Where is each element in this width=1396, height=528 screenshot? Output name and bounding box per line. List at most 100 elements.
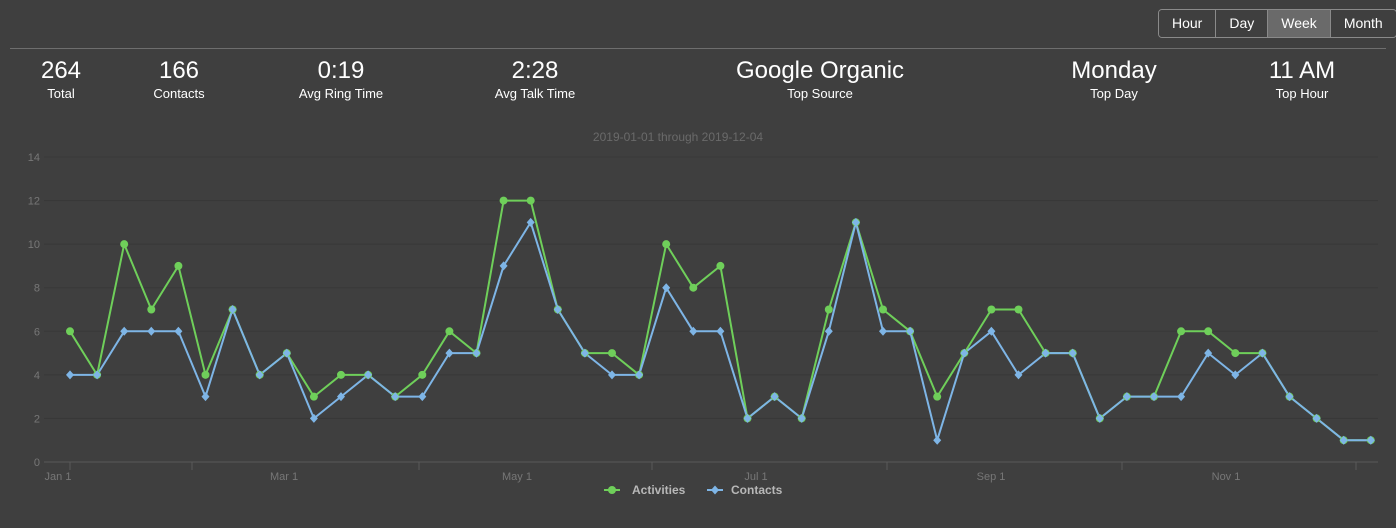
- contacts-point: [824, 326, 833, 336]
- activities-point: [1231, 349, 1240, 358]
- activities-point: [608, 349, 616, 358]
- contacts-point: [689, 326, 698, 336]
- contacts-point: [445, 348, 454, 358]
- stat-top-day: Monday Top Day: [1071, 57, 1156, 103]
- contacts-point: [662, 283, 671, 293]
- activities-point: [689, 283, 698, 292]
- contacts-point: [255, 370, 264, 380]
- contacts-point: [1122, 392, 1131, 402]
- contacts-point: [1312, 413, 1321, 423]
- activities-point: [120, 240, 129, 249]
- stat-top-day-value: Monday: [1071, 57, 1157, 84]
- y-tick-label: 10: [28, 239, 40, 251]
- y-tick-label: 4: [34, 370, 40, 382]
- contacts-point: [851, 217, 860, 227]
- contacts-point: [553, 305, 562, 314]
- stat-avg-ring-time: 0:19 Avg Ring Time: [299, 57, 383, 103]
- contacts-point: [1177, 392, 1186, 402]
- contacts-point: [770, 392, 779, 402]
- activities-point: [309, 392, 318, 401]
- activities-point: [66, 327, 74, 336]
- legend-marker-contacts: [711, 485, 719, 495]
- contacts-point: [147, 326, 156, 336]
- contacts-point: [364, 370, 373, 380]
- contacts-point: [635, 370, 644, 380]
- contacts-point: [1285, 392, 1294, 402]
- contacts-point: [960, 348, 969, 358]
- contacts-point: [1204, 348, 1213, 358]
- y-tick-label: 2: [34, 413, 40, 425]
- activities-point: [147, 305, 156, 314]
- contacts-point: [309, 413, 318, 423]
- contacts-point: [716, 326, 725, 336]
- x-tick-label: Sep 1: [977, 471, 1006, 483]
- stat-avg-talk-time-label: Avg Talk Time: [494, 86, 576, 101]
- contacts-point: [797, 413, 806, 423]
- range-day-button[interactable]: Day: [1216, 10, 1269, 37]
- contacts-point: [743, 413, 752, 423]
- range-hour-button[interactable]: Hour: [1159, 10, 1217, 37]
- stat-avg-ring-time-value: 0:19: [317, 57, 365, 84]
- legend-marker-activities: [608, 486, 616, 494]
- contacts-point: [66, 370, 74, 380]
- activities-point: [526, 196, 535, 205]
- x-tick-label: Jul 1: [744, 471, 767, 483]
- stat-top-hour-label: Top Hour: [1275, 86, 1329, 101]
- time-range-selector: Hour Day Week Month: [1158, 9, 1396, 38]
- activities-point: [418, 370, 427, 379]
- stat-contacts-label: Contacts: [153, 86, 205, 101]
- contacts-point: [93, 370, 102, 380]
- x-tick-label: Mar 1: [270, 471, 298, 483]
- x-tick-label: Jan 1: [45, 471, 72, 483]
- stat-avg-talk-time: 2:28 Avg Talk Time: [495, 57, 575, 103]
- stat-avg-talk-time-value: 2:28: [511, 57, 559, 84]
- contacts-point: [228, 305, 237, 314]
- stat-contacts: 166 Contacts: [153, 57, 204, 103]
- contacts-point: [418, 392, 427, 402]
- contacts-point: [201, 392, 210, 402]
- stat-top-day-label: Top Day: [1090, 86, 1138, 101]
- chart-subtitle: 2019-01-01 through 2019-12-04: [593, 130, 763, 144]
- contacts-point: [1068, 348, 1077, 358]
- x-tick-label: Nov 1: [1212, 471, 1241, 483]
- header-divider: [10, 48, 1386, 49]
- stat-top-source: Google Organic Top Source: [736, 57, 904, 103]
- activities-point: [933, 392, 942, 401]
- contacts-point: [1366, 435, 1375, 445]
- stat-total: 264 Total: [41, 57, 81, 103]
- stat-contacts-value: 166: [158, 57, 200, 84]
- y-tick-label: 14: [28, 152, 40, 164]
- y-tick-label: 12: [28, 196, 40, 208]
- y-tick-label: 6: [34, 326, 40, 338]
- legend-label-activities: Activities: [632, 483, 686, 497]
- contacts-point: [526, 217, 535, 227]
- stat-total-value: 264: [40, 57, 82, 84]
- contacts-point: [608, 370, 616, 380]
- activities-point: [879, 305, 887, 314]
- contacts-point: [282, 348, 291, 358]
- activities-point: [716, 261, 725, 270]
- contacts-point: [1041, 348, 1050, 358]
- y-tick-label: 8: [34, 283, 40, 295]
- contacts-point: [499, 261, 508, 271]
- contacts-point: [580, 348, 589, 358]
- contacts-point: [987, 326, 996, 336]
- contacts-point: [933, 435, 942, 445]
- activities-point: [499, 196, 508, 205]
- range-month-button[interactable]: Month: [1330, 10, 1396, 37]
- stat-total-label: Total: [47, 86, 75, 101]
- series-line-activities: [69, 199, 1371, 442]
- activities-point: [1204, 327, 1213, 336]
- activities-point: [1014, 305, 1023, 314]
- stat-top-source-label: Top Source: [787, 86, 853, 101]
- activities-point: [987, 305, 996, 314]
- contacts-point: [174, 326, 183, 336]
- y-tick-label: 0: [34, 457, 40, 469]
- legend-label-contacts: Contacts: [731, 483, 783, 497]
- stat-top-source-value: Google Organic: [735, 57, 905, 84]
- contacts-point: [120, 326, 129, 336]
- range-week-button[interactable]: Week: [1268, 10, 1331, 37]
- stat-top-hour: 11 AM Top Hour: [1269, 57, 1335, 103]
- contacts-point: [1339, 435, 1348, 445]
- activities-point: [174, 261, 183, 270]
